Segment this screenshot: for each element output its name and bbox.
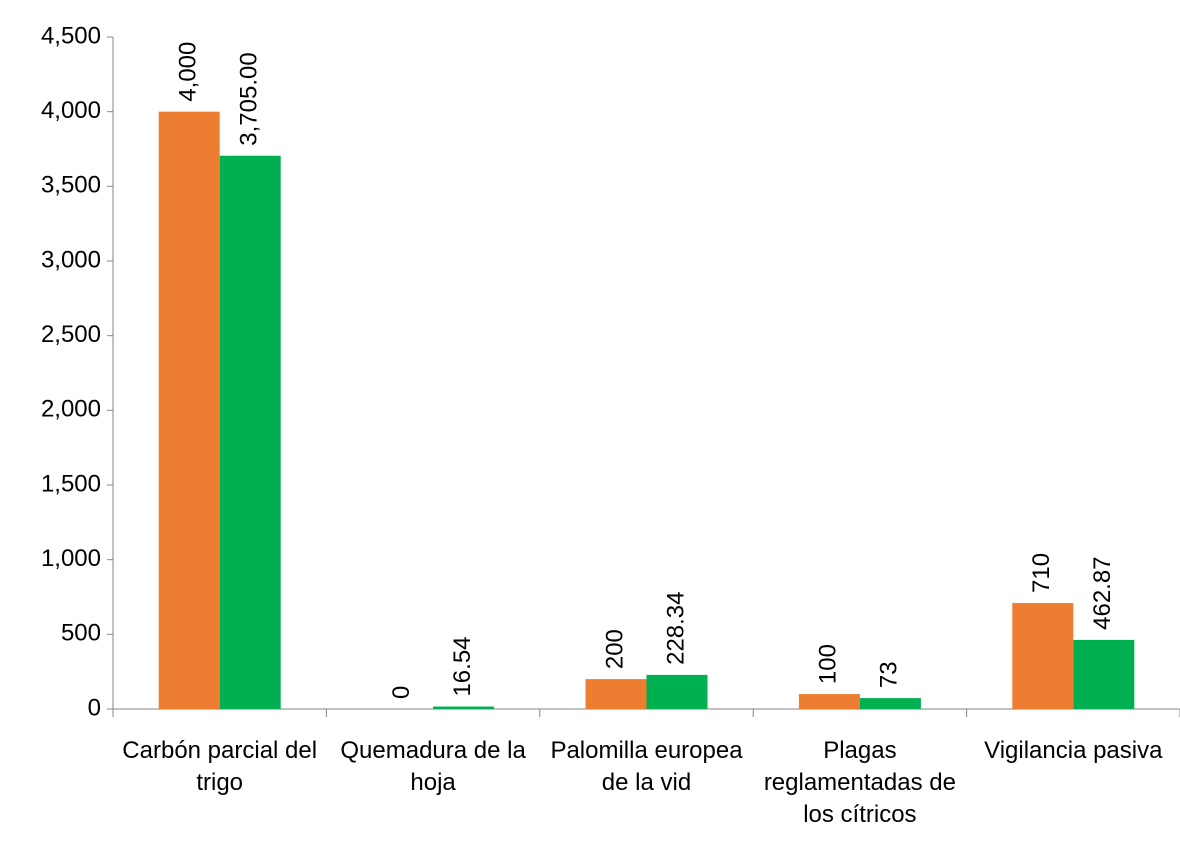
y-tick-label: 3,000: [41, 246, 101, 273]
y-tick-label: 1,500: [41, 470, 101, 497]
bar: [1073, 639, 1135, 709]
bar: [433, 706, 495, 709]
bar: [859, 698, 921, 709]
data-label: 710: [1028, 553, 1055, 593]
y-tick-label: 3,500: [41, 172, 101, 199]
data-label: 73: [876, 661, 903, 688]
y-tick-label: 4,500: [41, 22, 101, 49]
x-tick-label: Palomilla europea de la vid: [550, 737, 743, 796]
bar: [646, 674, 708, 709]
data-label: 3,705.00: [236, 52, 263, 145]
x-tick-label: Vigilancia pasiva: [984, 737, 1163, 764]
bar: [219, 155, 281, 710]
data-label: 100: [815, 644, 842, 684]
bar: [585, 679, 647, 709]
data-label: 4,000: [175, 42, 202, 102]
y-tick-label: 2,500: [41, 321, 101, 348]
bar: [1012, 602, 1074, 709]
x-tick-label: Carbón parcial del trigo: [122, 737, 318, 796]
y-tick-label: 2,000: [41, 396, 101, 423]
y-tick-label: 4,000: [41, 97, 101, 124]
data-label: 462.87: [1089, 556, 1116, 629]
data-label: 200: [601, 629, 628, 669]
y-tick-label: 0: [88, 694, 101, 721]
data-label: 0: [388, 686, 415, 699]
x-tick-label: Plagas reglamentadas de los cítricos: [763, 737, 956, 828]
data-label: 16.54: [449, 636, 476, 696]
y-tick-label: 500: [61, 620, 101, 647]
bar: [158, 111, 220, 709]
y-tick-label: 1,000: [41, 545, 101, 572]
x-tick-label: Quemadura de la hoja: [340, 737, 526, 796]
data-label: 228.34: [662, 591, 689, 664]
bar: [798, 694, 860, 709]
